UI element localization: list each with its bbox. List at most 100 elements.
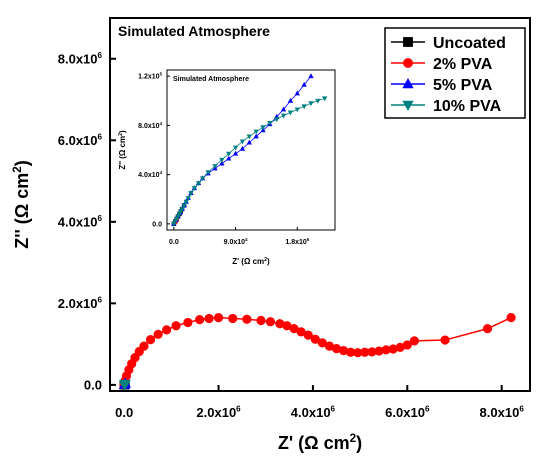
inset-data-point bbox=[315, 98, 321, 104]
inset-data-point bbox=[239, 139, 246, 145]
inset-data-point bbox=[239, 145, 246, 151]
inset-data-point bbox=[205, 170, 211, 176]
inset-data-point bbox=[287, 97, 294, 103]
data-point bbox=[195, 315, 205, 325]
legend-marker bbox=[402, 100, 414, 112]
data-point bbox=[310, 334, 320, 344]
data-point bbox=[256, 315, 266, 326]
legend-item: 5% PVA bbox=[391, 77, 493, 94]
inset-data-point bbox=[287, 110, 294, 116]
inset-data-point bbox=[267, 120, 273, 126]
inset-data-point bbox=[246, 134, 252, 140]
legend-item: 2% PVA bbox=[391, 56, 493, 73]
data-point bbox=[303, 330, 313, 340]
inset-data-point bbox=[322, 96, 328, 102]
legend-label: 2% PVA bbox=[433, 56, 493, 73]
data-point bbox=[402, 340, 412, 350]
inset-data-point bbox=[260, 125, 266, 131]
series-3 bbox=[118, 379, 131, 391]
y-tick-label: 8.0x106 bbox=[58, 51, 103, 66]
inset-data-point bbox=[191, 186, 198, 192]
inset-data-point bbox=[301, 81, 307, 87]
legend-marker bbox=[403, 37, 413, 47]
inset-y-tick-label: 4.0x104 bbox=[138, 170, 162, 179]
inset-data-point bbox=[274, 117, 280, 123]
inset-data-point bbox=[301, 104, 307, 110]
inset-y-tick-label: 1.2x105 bbox=[138, 72, 162, 81]
inset-data-point bbox=[219, 160, 225, 166]
legend-label: 5% PVA bbox=[433, 77, 493, 94]
inset-data-point bbox=[195, 181, 202, 187]
inset-data-point bbox=[294, 90, 300, 96]
legend: Uncoated 2% PVA 5% PVA 10% PVA bbox=[384, 27, 526, 119]
x-tick-label: 6.0x106 bbox=[385, 405, 430, 420]
data-point bbox=[506, 313, 516, 323]
inset-series-3 bbox=[171, 96, 328, 227]
inset-y-tick-label: 0.0 bbox=[152, 221, 162, 228]
inset-x-tick-label: 1.8x105 bbox=[285, 237, 309, 246]
data-point bbox=[409, 336, 419, 346]
data-point bbox=[171, 321, 181, 331]
legend-label: Uncoated bbox=[433, 35, 506, 52]
inset-data-point bbox=[280, 113, 287, 119]
inset-data-point bbox=[308, 73, 314, 79]
inset-data-point bbox=[253, 133, 259, 139]
chart-title: Simulated Atmosphere bbox=[118, 23, 270, 39]
x-tick-label: 8.0x106 bbox=[480, 405, 525, 420]
y-tick-label: 0.0 bbox=[84, 377, 102, 392]
data-point bbox=[145, 335, 156, 345]
inset-data-point bbox=[294, 107, 300, 113]
inset-plot-frame bbox=[166, 69, 336, 231]
x-tick-label: 0.0 bbox=[115, 405, 133, 420]
inset-data-point bbox=[185, 196, 191, 201]
inset-x-tick-label: 9.0x104 bbox=[224, 237, 248, 246]
data-point bbox=[120, 379, 131, 390]
inset-y-axis-title: Z'' (Ω cm2) bbox=[118, 130, 127, 170]
legend-item: Uncoated bbox=[391, 35, 506, 52]
inset-data-point bbox=[232, 145, 239, 151]
inset-data-point bbox=[181, 203, 187, 209]
inset-data-point bbox=[246, 139, 252, 145]
inset-data-point bbox=[232, 150, 239, 156]
data-point bbox=[139, 341, 149, 351]
data-point bbox=[153, 329, 163, 339]
data-point bbox=[162, 325, 172, 335]
data-point bbox=[440, 335, 450, 345]
inset-x-tick-label: 0.0 bbox=[169, 239, 179, 246]
data-point bbox=[242, 314, 252, 324]
inset-data-point bbox=[280, 106, 287, 112]
inset-data-point bbox=[179, 207, 185, 212]
inset-data-point bbox=[253, 129, 259, 135]
y-axis-title: Z'' (Ω cm2) bbox=[11, 160, 32, 249]
x-axis-title: Z' (Ω cm2) bbox=[278, 432, 362, 453]
inset-data-point bbox=[188, 191, 194, 196]
data-point bbox=[204, 313, 214, 324]
legend-marker bbox=[403, 58, 413, 68]
data-point bbox=[265, 317, 276, 327]
y-tick-label: 4.0x106 bbox=[58, 214, 103, 229]
inset-plot: 0.0 9.0x104 1.8x105 0.0 4.0x104 8.0x104 1.2x10… bbox=[118, 69, 336, 266]
inset-chart-title: Simulated Atmosphere bbox=[173, 76, 249, 83]
legend-item: 10% PVA bbox=[391, 98, 502, 115]
x-tick-label: 4.0x106 bbox=[291, 405, 336, 420]
inset-data-point bbox=[308, 101, 314, 107]
data-point bbox=[183, 317, 193, 328]
inset-data-point bbox=[200, 176, 206, 182]
x-tick-label: 2.0x106 bbox=[196, 405, 241, 420]
y-tick-label: 2.0x106 bbox=[58, 295, 103, 310]
y-tick-label: 6.0x106 bbox=[58, 132, 103, 147]
data-point bbox=[213, 313, 224, 323]
inset-data-point bbox=[226, 155, 232, 161]
inset-data-point bbox=[226, 151, 232, 157]
data-point bbox=[482, 324, 493, 334]
data-point bbox=[228, 313, 238, 324]
inset-data-point bbox=[219, 157, 225, 163]
inset-data-point bbox=[212, 164, 218, 169]
series-1 bbox=[119, 313, 516, 390]
legend-marker bbox=[402, 77, 414, 89]
inset-y-tick-label: 8.0x104 bbox=[138, 121, 162, 130]
inset-x-axis-title: Z' (Ω cm2) bbox=[232, 257, 270, 266]
inset-data-point bbox=[183, 199, 189, 205]
legend-label: 10% PVA bbox=[433, 98, 502, 115]
